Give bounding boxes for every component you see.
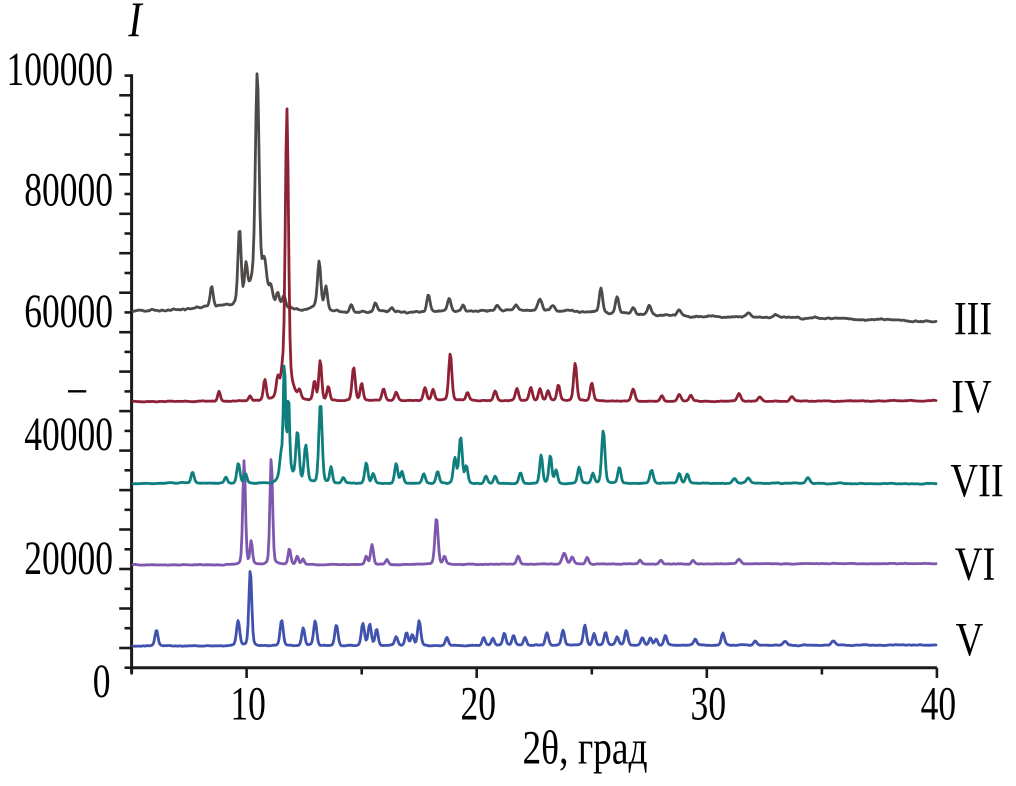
svg-text:40000: 40000	[24, 408, 113, 461]
svg-text:III: III	[954, 292, 992, 345]
svg-text:80000: 80000	[24, 163, 113, 216]
svg-text:–: –	[67, 360, 86, 413]
svg-text:2θ, град: 2θ, град	[522, 722, 647, 774]
svg-text:VII: VII	[950, 454, 1003, 507]
svg-text:V: V	[956, 613, 984, 666]
svg-text:30: 30	[691, 677, 727, 730]
svg-text:20000: 20000	[24, 532, 113, 585]
svg-text:40: 40	[921, 677, 957, 730]
svg-text:10: 10	[230, 677, 266, 730]
svg-text:I: I	[127, 0, 143, 47]
svg-text:60000: 60000	[24, 285, 113, 338]
svg-text:100000: 100000	[6, 43, 113, 96]
svg-text:IV: IV	[951, 370, 992, 423]
svg-text:0: 0	[93, 655, 111, 708]
svg-text:20: 20	[460, 677, 496, 730]
svg-text:VI: VI	[955, 538, 996, 591]
